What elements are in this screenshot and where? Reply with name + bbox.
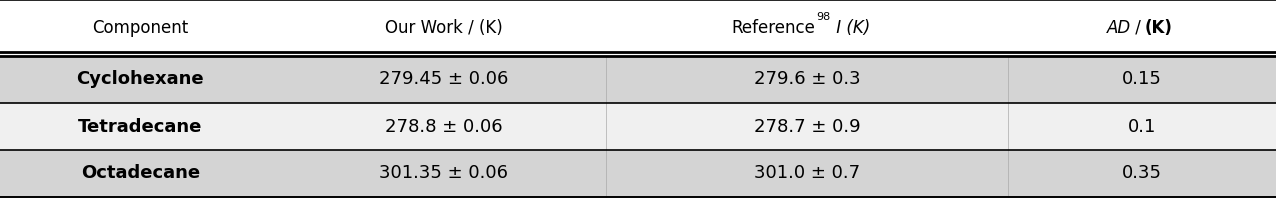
Bar <box>0 56 1276 103</box>
Bar <box>0 150 1276 197</box>
Text: Our Work / (K): Our Work / (K) <box>384 19 503 37</box>
Text: Tetradecane: Tetradecane <box>78 117 203 136</box>
Text: I (K): I (K) <box>831 19 870 37</box>
Text: 0.1: 0.1 <box>1128 117 1156 136</box>
Text: 301.35 ± 0.06: 301.35 ± 0.06 <box>379 164 508 182</box>
Text: Octadecane: Octadecane <box>80 164 200 182</box>
Bar <box>0 103 1276 150</box>
Text: AD: AD <box>1106 19 1131 37</box>
Text: 278.8 ± 0.06: 278.8 ± 0.06 <box>384 117 503 136</box>
Text: Component: Component <box>92 19 189 37</box>
Text: (K): (K) <box>1145 19 1173 37</box>
Text: 98: 98 <box>817 12 831 22</box>
Text: /: / <box>1131 19 1146 37</box>
Text: 279.45 ± 0.06: 279.45 ± 0.06 <box>379 71 508 88</box>
Text: 278.7 ± 0.9: 278.7 ± 0.9 <box>754 117 860 136</box>
Text: 301.0 ± 0.7: 301.0 ± 0.7 <box>754 164 860 182</box>
Text: 279.6 ± 0.3: 279.6 ± 0.3 <box>754 71 860 88</box>
Bar <box>0 0 1276 56</box>
Text: 0.35: 0.35 <box>1122 164 1162 182</box>
Text: 0.15: 0.15 <box>1122 71 1162 88</box>
Text: Reference: Reference <box>731 19 815 37</box>
Text: Cyclohexane: Cyclohexane <box>77 71 204 88</box>
